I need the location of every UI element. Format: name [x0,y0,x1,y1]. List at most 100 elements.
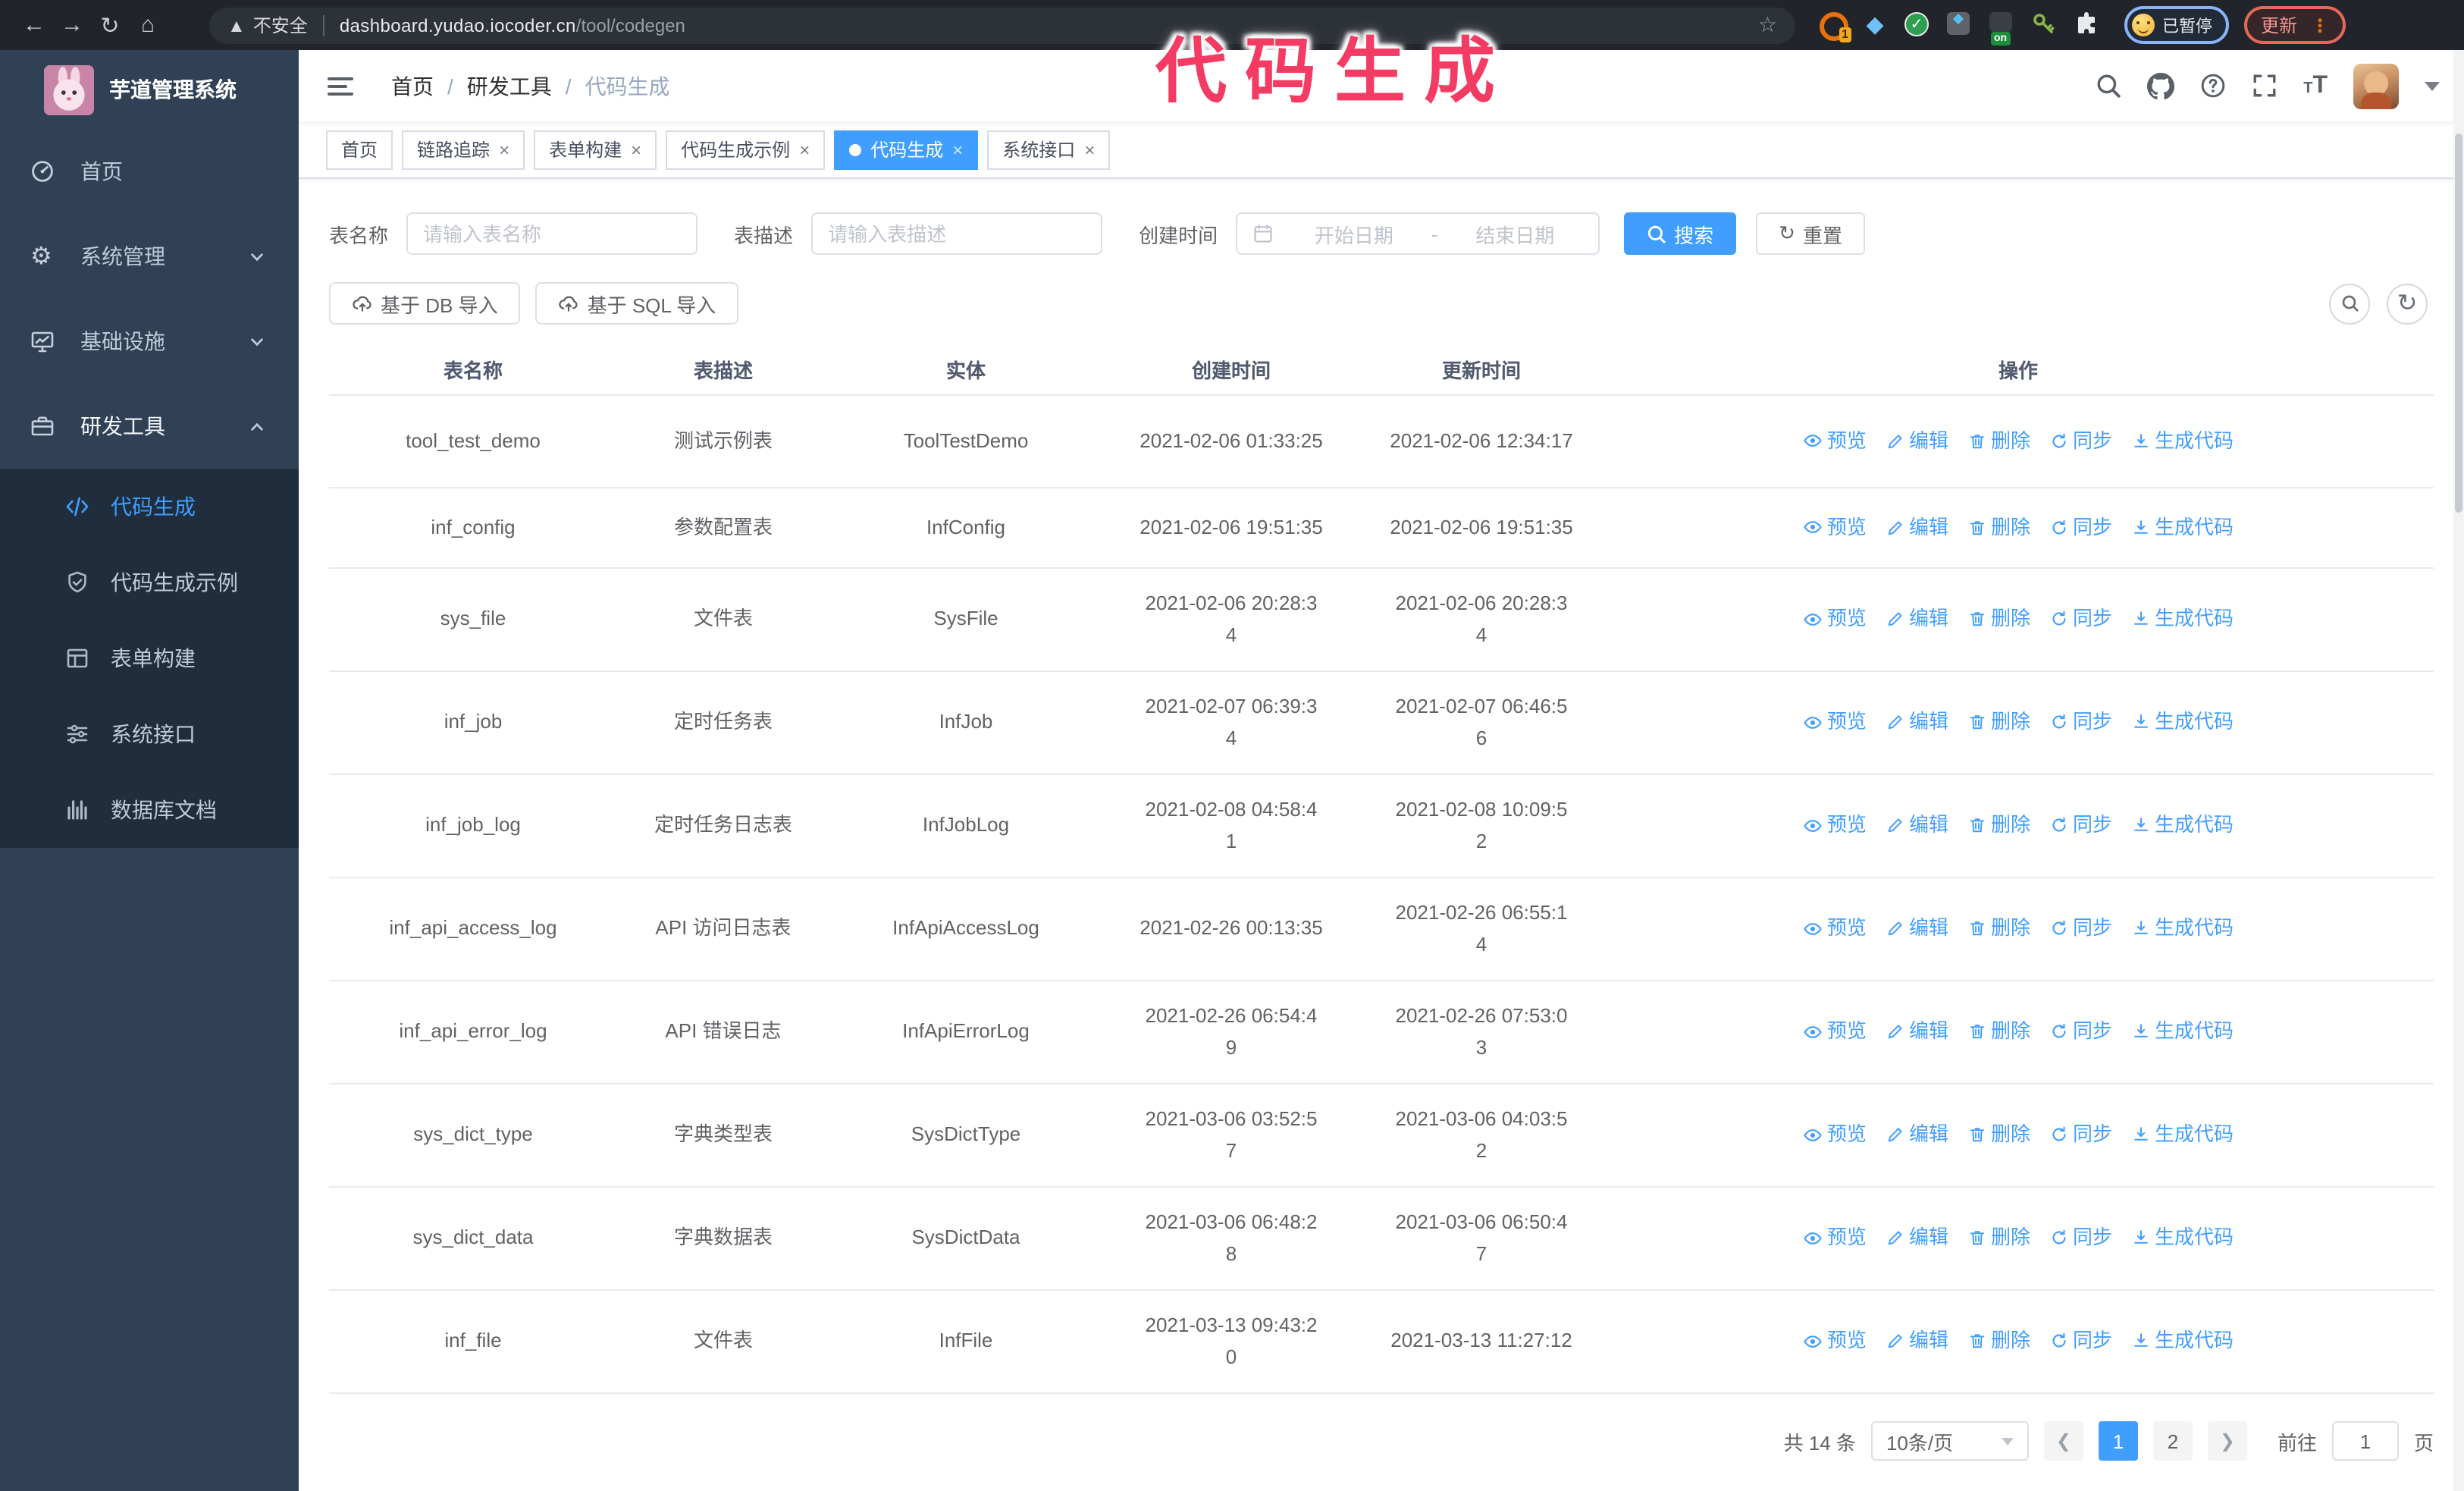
同步-link[interactable]: 同步 [2050,1326,2112,1358]
编辑-link[interactable]: 编辑 [1886,1016,1948,1048]
编辑-link[interactable]: 编辑 [1886,810,1948,842]
预览-link[interactable]: 预览 [1803,1326,1867,1358]
github-icon[interactable] [2147,72,2175,99]
page-button-1[interactable]: 1 [2098,1421,2138,1461]
删除-link[interactable]: 删除 [1968,1223,2030,1254]
extension-gem-icon[interactable]: ◆ [1866,12,1884,38]
extension-orange-icon[interactable]: 1 [1820,12,1851,42]
预览-link[interactable]: 预览 [1803,1016,1867,1048]
同步-link[interactable]: 同步 [2050,1119,2112,1151]
extension-panel-icon[interactable] [1947,12,1970,35]
预览-link[interactable]: 预览 [1803,425,1867,457]
同步-link[interactable]: 同步 [2050,810,2112,842]
page-size-select[interactable]: 10条/页 [1870,1421,2029,1461]
next-page-button[interactable]: ❯ [2207,1421,2247,1461]
预览-link[interactable]: 预览 [1803,1119,1867,1151]
生成代码-link[interactable]: 生成代码 [2132,707,2234,739]
预览-link[interactable]: 预览 [1803,512,1867,544]
table-desc-input[interactable] [811,212,1103,255]
search-button[interactable]: 搜索 [1624,212,1737,255]
编辑-link[interactable]: 编辑 [1886,604,1948,636]
tab-链路追踪[interactable]: 链路追踪 × [402,130,525,169]
预览-link[interactable]: 预览 [1803,810,1867,842]
close-icon[interactable]: × [1084,139,1096,160]
tab-代码生成示例[interactable]: 代码生成示例 × [666,130,826,169]
security-warning[interactable]: ▲ 不安全 [227,12,308,38]
生成代码-link[interactable]: 生成代码 [2132,604,2234,636]
sidebar-item-研发工具[interactable]: 研发工具 [0,384,299,469]
table-name-input[interactable] [406,212,698,255]
sidebar-subitem-系统接口[interactable]: 系统接口 [0,696,299,772]
预览-link[interactable]: 预览 [1803,913,1867,945]
extensions-puzzle-icon[interactable] [2074,12,2100,38]
同步-link[interactable]: 同步 [2050,604,2112,636]
goto-page-input[interactable] [2331,1421,2399,1461]
编辑-link[interactable]: 编辑 [1886,512,1948,544]
编辑-link[interactable]: 编辑 [1886,1119,1948,1151]
browser-menu-icon[interactable]: ⋮ [2311,14,2330,36]
编辑-link[interactable]: 编辑 [1886,1223,1948,1254]
close-icon[interactable]: × [799,139,810,160]
scrollbar-thumb[interactable] [2455,133,2462,513]
生成代码-link[interactable]: 生成代码 [2132,1119,2234,1151]
删除-link[interactable]: 删除 [1968,425,2030,457]
page-button-2[interactable]: 2 [2152,1421,2193,1461]
删除-link[interactable]: 删除 [1968,913,2030,945]
预览-link[interactable]: 预览 [1803,604,1867,636]
date-range-picker[interactable]: 开始日期 - 结束日期 [1236,212,1600,255]
close-icon[interactable]: × [952,139,964,160]
删除-link[interactable]: 删除 [1968,1326,2030,1358]
生成代码-link[interactable]: 生成代码 [2132,425,2234,457]
同步-link[interactable]: 同步 [2050,512,2112,544]
prev-page-button[interactable]: ❮ [2043,1421,2083,1461]
生成代码-link[interactable]: 生成代码 [2132,1016,2234,1048]
编辑-link[interactable]: 编辑 [1886,425,1948,457]
同步-link[interactable]: 同步 [2050,707,2112,739]
sidebar-item-基础设施[interactable]: 基础设施 [0,299,299,384]
breadcrumb-item[interactable]: 研发工具 [466,74,552,98]
生成代码-link[interactable]: 生成代码 [2132,1326,2234,1358]
编辑-link[interactable]: 编辑 [1886,1326,1948,1358]
sidebar-subitem-表单构建[interactable]: 表单构建 [0,620,299,696]
search-icon[interactable] [2096,73,2121,99]
avatar[interactable] [2353,63,2399,108]
browser-scrollbar[interactable] [2453,50,2464,1491]
同步-link[interactable]: 同步 [2050,913,2112,945]
close-icon[interactable]: × [631,139,642,160]
sidebar-subitem-代码生成示例[interactable]: 代码生成示例 [0,545,299,620]
home-icon[interactable]: ⌂ [140,12,155,38]
同步-link[interactable]: 同步 [2050,425,2112,457]
reload-icon[interactable]: ↻ [100,13,120,39]
help-icon[interactable] [2200,73,2226,99]
删除-link[interactable]: 删除 [1968,604,2030,636]
sidebar-item-系统管理[interactable]: ⚙ 系统管理 [0,214,299,299]
browser-profile-chip[interactable]: 已暂停 [2124,6,2229,44]
预览-link[interactable]: 预览 [1803,707,1867,739]
fullscreen-icon[interactable] [2252,73,2277,99]
sidebar-item-首页[interactable]: 首页 [0,129,299,214]
sidebar-subitem-数据库文档[interactable]: 数据库文档 [0,772,299,848]
bookmark-star-icon[interactable]: ☆ [1757,12,1777,36]
预览-link[interactable]: 预览 [1803,1223,1867,1254]
同步-link[interactable]: 同步 [2050,1016,2112,1048]
生成代码-link[interactable]: 生成代码 [2132,512,2234,544]
browser-update-button[interactable]: 更新 ⋮ [2244,6,2346,44]
同步-link[interactable]: 同步 [2050,1223,2112,1254]
编辑-link[interactable]: 编辑 [1886,913,1948,945]
import-db-button[interactable]: 基于 DB 导入 [329,282,521,325]
生成代码-link[interactable]: 生成代码 [2132,913,2234,945]
extension-key-icon[interactable] [2032,12,2058,38]
删除-link[interactable]: 删除 [1968,707,2030,739]
生成代码-link[interactable]: 生成代码 [2132,1223,2234,1254]
breadcrumb-item[interactable]: 首页 [391,74,434,98]
tab-代码生成[interactable]: 代码生成 × [834,130,979,169]
search-toggle-icon[interactable] [2329,283,2370,324]
生成代码-link[interactable]: 生成代码 [2132,810,2234,842]
chevron-down-icon[interactable] [2425,81,2440,90]
tab-表单构建[interactable]: 表单构建 × [534,130,657,169]
tab-系统接口[interactable]: 系统接口 × [987,130,1111,169]
删除-link[interactable]: 删除 [1968,1016,2030,1048]
hamburger-icon[interactable] [328,77,353,95]
address-bar[interactable]: ▲ 不安全 dashboard.yudao.iocoder.cn /tool/c… [209,7,1795,43]
